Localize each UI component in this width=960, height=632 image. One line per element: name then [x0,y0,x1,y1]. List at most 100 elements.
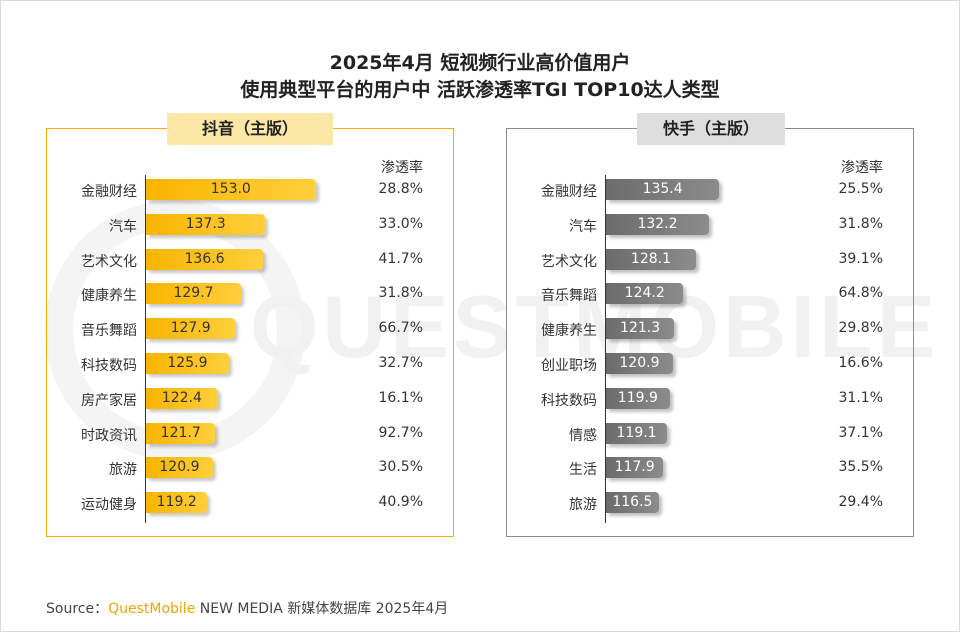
kuaishou-bar [606,213,710,235]
kuaishou-value-label: 121.3 [620,320,661,337]
source-note: Source：QuestMobile NEW MEDIA 新媒体数据库 2025… [46,598,448,618]
kuaishou-value-label: 117.9 [614,459,655,476]
kuaishou-row: 音乐舞蹈 124.2 64.8% [507,279,913,314]
douyin-rate-label: 41.7% [378,250,423,267]
kuaishou-bar [606,353,673,374]
source-brand: QuestMobile [108,601,196,617]
douyin-category-label: 时政资讯 [81,427,137,444]
douyin-bar [146,353,229,374]
kuaishou-bar [606,179,720,200]
douyin-row: 金融财经 153.0 28.8% [47,175,453,210]
douyin-bar [146,457,213,479]
douyin-value-label: 137.3 [185,215,226,232]
kuaishou-rate-label: 35.5% [838,459,883,476]
douyin-bar [146,492,208,514]
kuaishou-rate-label: 29.8% [838,320,883,337]
kuaishou-value-label: 119.9 [617,389,658,406]
douyin-panel-title: 抖音（主版） [167,113,333,145]
douyin-rate-label: 66.7% [378,320,423,337]
douyin-value-label: 125.9 [167,355,208,371]
kuaishou-category-label: 情感 [569,427,597,444]
douyin-panel: 抖音（主版） 渗透率 金融财经 153.0 28.8% 汽车 137.3 33.0% 艺术文… [46,113,454,537]
douyin-rate-header: 渗透率 [381,160,423,176]
kuaishou-value-label: 128.1 [630,250,671,267]
kuaishou-value-label: 120.9 [619,355,660,371]
douyin-category-label: 音乐舞蹈 [81,323,137,340]
source-prefix: Source： [46,601,109,617]
kuaishou-rate-label: 29.4% [838,494,883,511]
douyin-category-label: 健康养生 [81,288,137,305]
kuaishou-category-label: 健康养生 [541,323,597,340]
kuaishou-bar [606,387,670,409]
kuaishou-row: 健康养生 121.3 29.8% [507,314,913,349]
kuaishou-category-label: 科技数码 [541,392,597,409]
douyin-value-label: 119.2 [156,494,197,511]
douyin-rate-label: 16.1% [378,389,423,406]
douyin-row: 音乐舞蹈 127.9 66.7% [47,314,453,349]
kuaishou-row: 旅游 116.5 29.4% [507,488,913,523]
douyin-value-label: 153.0 [210,181,251,197]
kuaishou-row: 创业职场 120.9 16.6% [507,349,913,384]
kuaishou-axis-line [605,175,606,523]
kuaishou-row: 金融财经 135.4 25.5% [507,175,913,210]
kuaishou-rate-label: 16.6% [838,355,883,371]
douyin-category-label: 旅游 [109,462,137,479]
douyin-value-label: 129.7 [173,285,214,302]
watermark: QUESTMOBILE [250,277,940,376]
douyin-category-label: 房产家居 [81,392,137,409]
kuaishou-category-label: 创业职场 [541,358,597,374]
douyin-rate-label: 31.8% [378,285,423,302]
douyin-bar [146,422,216,444]
kuaishou-category-label: 音乐舞蹈 [541,288,597,305]
chart-title-line1: 2025年4月 短视频行业高价值用户 [329,52,631,74]
kuaishou-bar [606,492,659,514]
douyin-row: 旅游 120.9 30.5% [47,453,453,488]
douyin-rate-label: 32.7% [378,355,423,371]
kuaishou-value-label: 119.1 [616,424,657,441]
kuaishou-row: 汽车 132.2 31.8% [507,210,913,245]
kuaishou-rate-label: 31.1% [838,389,883,406]
douyin-bar [146,248,264,270]
kuaishou-bar [606,457,664,479]
douyin-category-label: 艺术文化 [81,253,137,270]
kuaishou-value-label: 116.5 [612,494,653,511]
douyin-bar [146,318,236,340]
kuaishou-category-label: 生活 [569,462,597,479]
douyin-row: 运动健身 119.2 40.9% [47,488,453,523]
douyin-value-label: 136.6 [184,250,225,267]
kuaishou-rate-label: 64.8% [838,285,883,302]
douyin-rate-label: 33.0% [378,215,423,232]
douyin-value-label: 121.7 [160,424,201,441]
douyin-axis-line [145,175,146,523]
source-rest: NEW MEDIA 新媒体数据库 2025年4月 [195,601,449,617]
kuaishou-rate-label: 37.1% [838,424,883,441]
douyin-category-label: 科技数码 [81,358,137,374]
douyin-bar [146,213,266,235]
douyin-row: 汽车 137.3 33.0% [47,210,453,245]
douyin-row: 时政资讯 121.7 92.7% [47,419,453,454]
douyin-rate-label: 28.8% [378,181,423,197]
douyin-rate-label: 92.7% [378,424,423,441]
kuaishou-panel: 快手（主版） 渗透率 金融财经 135.4 25.5% 汽车 132.2 31.8% 艺术文… [506,113,914,537]
kuaishou-row: 艺术文化 128.1 39.1% [507,245,913,280]
douyin-row: 艺术文化 136.6 41.7% [47,245,453,280]
douyin-value-label: 122.4 [161,389,202,406]
douyin-value-label: 120.9 [159,459,200,476]
kuaishou-bar [606,283,684,305]
kuaishou-row: 科技数码 119.9 31.1% [507,384,913,419]
kuaishou-category-label: 汽车 [569,218,597,235]
kuaishou-category-label: 旅游 [569,497,597,514]
kuaishou-rate-label: 25.5% [838,181,883,197]
kuaishou-category-label: 金融财经 [541,184,597,200]
douyin-rate-label: 40.9% [378,494,423,511]
kuaishou-bar [606,318,675,340]
douyin-row: 科技数码 125.9 32.7% [47,349,453,384]
douyin-row: 房产家居 122.4 16.1% [47,384,453,419]
kuaishou-rate-header: 渗透率 [841,160,883,176]
kuaishou-bar [606,248,696,270]
douyin-category-label: 汽车 [109,218,137,235]
douyin-category-label: 金融财经 [81,184,137,200]
douyin-value-label: 127.9 [170,320,211,337]
douyin-bar [146,283,242,305]
douyin-bar [146,179,316,200]
